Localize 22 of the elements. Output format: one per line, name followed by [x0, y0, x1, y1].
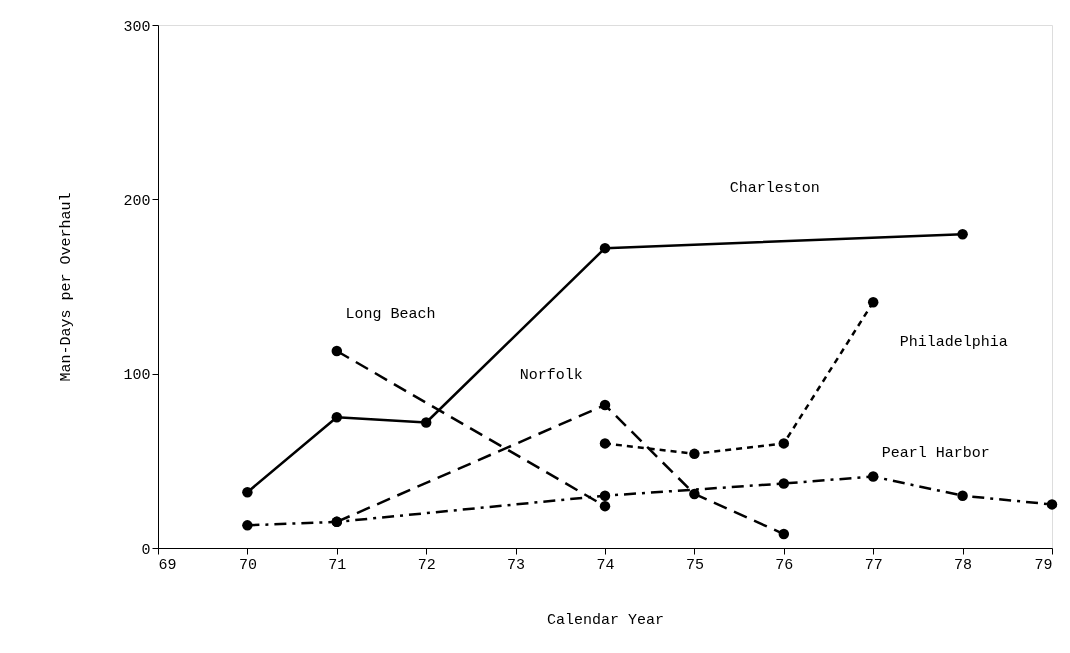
- x-tick-label: 73: [507, 556, 526, 574]
- x-tick-label: 78: [954, 556, 973, 574]
- x-tick-label: 70: [238, 556, 257, 574]
- x-tick-label: 69: [158, 556, 177, 574]
- series-label: Norfolk: [519, 366, 583, 384]
- text: Philadelphia: [899, 333, 1008, 351]
- y-axis-title: Man-Days per Overhaul: [58, 192, 76, 382]
- y-tick-label: 300: [123, 18, 151, 36]
- x-tick-label: 71: [328, 556, 347, 574]
- series-label: Pearl Harbor: [881, 445, 990, 463]
- series-label: Long Beach: [345, 305, 436, 323]
- x-axis-title: Calendar Year: [546, 611, 665, 629]
- x-tick-label: 77: [864, 556, 883, 574]
- text: Charleston: [729, 180, 820, 198]
- x-tick-label: 72: [417, 556, 436, 574]
- y-tick-label: 200: [123, 192, 151, 210]
- x-tick-label: 75: [685, 556, 704, 574]
- x-tick-label: 76: [775, 556, 794, 574]
- x-tick-label: 79: [1034, 556, 1053, 574]
- y-tick-label: 100: [123, 367, 151, 385]
- x-tick-label: 74: [596, 556, 615, 574]
- y-tick-label: 0: [141, 541, 151, 559]
